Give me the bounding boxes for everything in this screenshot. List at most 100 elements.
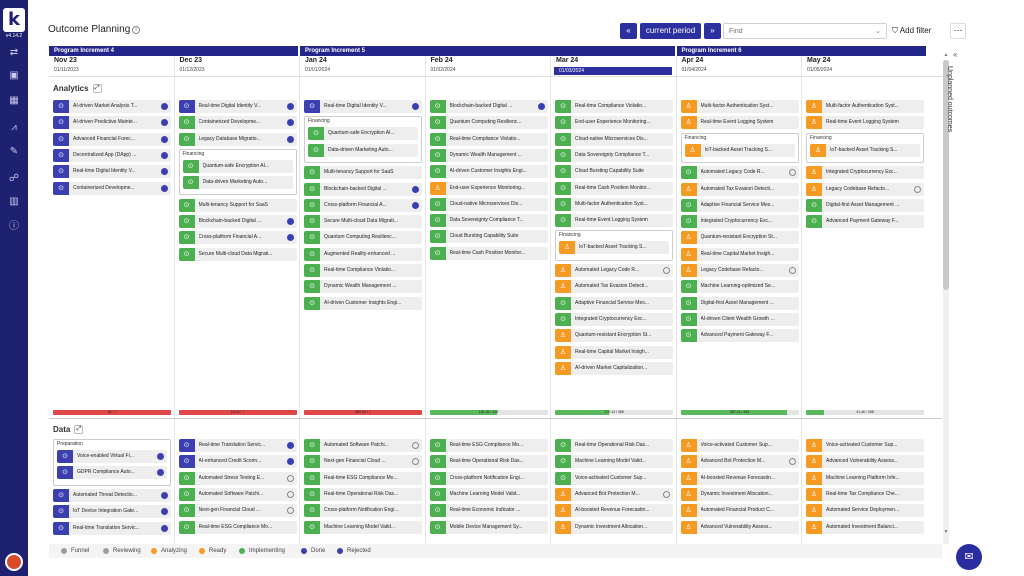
feature-card[interactable]: ♙ Real-time Event Logging System <box>680 116 799 130</box>
feature-card[interactable]: ⊙ Cloud-native Microservices Dis... <box>555 132 673 146</box>
feature-card[interactable]: ⊙ AI-driven Client Wealth Growth ... <box>680 312 799 326</box>
feature-card[interactable]: ⊙ Automated Software Patchi... <box>178 487 297 501</box>
puzzle-icon[interactable]: ✎ <box>9 146 19 157</box>
feature-card[interactable]: ♙ Real-time Event Logging System <box>806 116 924 130</box>
feature-card[interactable]: ⊙ Containerized Developme... <box>53 181 171 195</box>
feature-card[interactable]: ⊙ IoT Device Integration Gate... <box>53 505 171 519</box>
feature-card[interactable]: ⊙ Decentralized App (DApp) ... <box>53 148 171 162</box>
calendar-icon[interactable]: ▦ <box>9 95 19 106</box>
feature-card[interactable]: ♙ Advanced Bot Protection M... <box>680 455 799 469</box>
feature-card[interactable]: ⊙ Integrated Cryptocurrency Exc... <box>680 215 799 229</box>
feature-card[interactable]: ⊙ Adaptive Financial Service Mes... <box>680 198 799 212</box>
feature-card[interactable]: ⊙ AI-driven Predictive Mainte... <box>53 116 171 130</box>
feature-card[interactable]: ⊙ Quantum Computing Resilienc... <box>429 116 548 130</box>
feature-card[interactable]: ⊙ Cloud Bursting Capability Suite <box>429 230 548 244</box>
feature-card[interactable]: ⊙ Data-driven Marketing Auto... <box>182 176 293 190</box>
feature-card[interactable]: ⊙ Digital-first Asset Management ... <box>680 296 799 310</box>
feature-card[interactable]: ⊙ Real-time Digital Identity V... <box>178 100 297 113</box>
feature-card[interactable]: ⊙ AI-driven Customer Insights Engi... <box>304 296 422 310</box>
feature-card[interactable]: ♙ Advanced Vulnerability Assess... <box>680 520 799 534</box>
feature-card[interactable]: ♙ Real-time Capital Market Insigh... <box>555 345 673 359</box>
feature-card[interactable]: ♙ AI-boosted Revenue Forecastin... <box>680 471 799 485</box>
feature-card[interactable]: ⊙ Machine Learning-optimized Se... <box>680 280 799 294</box>
feature-card[interactable]: ⊙ Voice-activated Customer Sup... <box>555 471 673 485</box>
feature-card[interactable]: ♙ Quantum-resistant Encryption St... <box>555 329 673 343</box>
people-icon[interactable]: ☍ <box>8 173 20 184</box>
feature-card[interactable]: ⊙ AI-driven Market Analysis T... <box>53 100 171 113</box>
expand-icon[interactable]: ⤢ <box>74 425 84 435</box>
expand-icon[interactable]: ⤢ <box>92 84 102 94</box>
current-period-button[interactable]: current period <box>640 23 701 39</box>
search-input[interactable] <box>723 23 887 39</box>
feature-card[interactable]: ⊙ Multi-tenancy Support for SaaS <box>178 198 297 212</box>
feature-card[interactable]: ♙ AI-boosted Revenue Forecastin... <box>555 504 673 518</box>
feature-card[interactable]: ⊙ Legacy Database Migratio... <box>178 132 297 146</box>
feature-card[interactable]: ⊙ Real-time Economic Indicator ... <box>429 504 548 518</box>
more-options-button[interactable]: ··· <box>950 23 966 39</box>
scroll-down-arrow[interactable]: ▼ <box>943 529 949 535</box>
feature-card[interactable]: ♙ Automated Service Deploymen... <box>806 504 924 518</box>
feature-card[interactable]: ♙ Legacy Codebase Refacto... <box>680 264 799 277</box>
feature-card[interactable]: ⊙ Containerized Developme... <box>178 116 297 130</box>
feature-card[interactable]: ⊙ Real-time Compliance Violatio... <box>304 264 422 277</box>
scrollbar-thumb[interactable] <box>943 60 949 290</box>
feature-card[interactable]: ♙ End-user Experience Monitoring... <box>429 181 548 195</box>
feature-card[interactable]: ⊙ Cloud Bursting Capability Suite <box>555 165 673 179</box>
feature-card[interactable]: ⊙ Mobile Device Management Sy... <box>429 520 548 534</box>
feature-card[interactable]: ⊙ Data-driven Marketing Auto... <box>308 143 418 157</box>
feature-card[interactable]: ♙ Automated Investment Balanci... <box>806 520 924 534</box>
info-icon[interactable]: ⓘ <box>9 221 19 232</box>
feature-card[interactable]: ⊙ Digital-first Asset Management ... <box>806 198 924 212</box>
feature-card[interactable]: ♙ IoT-backed Asset Tracking S... <box>684 143 795 157</box>
avatar[interactable] <box>5 553 23 571</box>
feature-card[interactable]: ⊙ Dynamic Wealth Management ... <box>304 280 422 294</box>
feature-card[interactable]: ⊙ Real-time Operational Risk Das... <box>555 439 673 452</box>
feature-card[interactable]: ⊙ Next-gen Financial Cloud ... <box>178 504 297 518</box>
feature-card[interactable]: ♙ Dynamic Investment Allocation... <box>680 487 799 501</box>
feature-card[interactable]: ⊙ Real-time Digital Identity V... <box>53 165 171 179</box>
feature-card[interactable]: ⊙ Machine Learning Model Valid... <box>429 487 548 501</box>
feature-card[interactable]: ⊙ AI-enhanced Credit Scorin... <box>178 455 297 469</box>
expand-panel-icon[interactable]: « <box>953 50 958 59</box>
feature-card[interactable]: ⊙ Voice-enabled Virtual Fi... <box>57 450 167 463</box>
feature-card[interactable]: ⊙ Advanced Payment Gateway F... <box>806 215 924 229</box>
feature-card[interactable]: ⊙ Cloud-native Microservices Dis... <box>429 197 548 211</box>
prev-period-button[interactable]: « <box>620 23 637 39</box>
feature-card[interactable]: ♙ Dynamic Investment Allocation... <box>555 520 673 534</box>
vertical-scrollbar[interactable] <box>943 60 949 544</box>
unplanned-outcomes-panel[interactable]: « Unplanned outcomes <box>942 50 972 180</box>
feature-card[interactable]: ⊙ Real-time Operational Risk Das... <box>429 455 548 469</box>
feature-card[interactable]: ⊙ Advanced Financial Forec... <box>53 132 171 146</box>
feature-card[interactable]: ♙ Integrated Cryptocurrency Exc... <box>806 166 924 180</box>
feature-card[interactable]: ⊙ Blockchain-backed Digital ... <box>178 215 297 229</box>
feature-card[interactable]: ⊙ Cross-platform Notification Engi... <box>304 504 422 518</box>
feature-card[interactable]: ⊙ Quantum Computing Resilienc... <box>304 231 422 245</box>
feature-card[interactable]: ⊙ Multi-tenancy Support for SaaS <box>304 166 422 180</box>
feature-card[interactable]: ⊙ Real-time Cash Position Monitor... <box>429 246 548 260</box>
feature-card[interactable]: ⊙ Cross-platform Notification Engi... <box>429 471 548 485</box>
feature-card[interactable]: ⊙ Real-time ESG Compliance Mo... <box>429 439 548 452</box>
feature-card[interactable]: ⊙ Real-time Translation Servic... <box>53 521 171 535</box>
feature-card[interactable]: ⊙ Advanced Payment Gateway F... <box>680 329 799 343</box>
feature-card[interactable]: ♙ Advanced Vulnerability Assess... <box>806 455 924 469</box>
feature-card[interactable]: ♙ Voice-activated Customer Sup... <box>806 439 924 452</box>
add-filter-button[interactable]: ⛉ Add filter <box>892 26 932 35</box>
feature-card[interactable]: ⊙ Real-time Operational Risk Das... <box>304 487 422 501</box>
feature-card[interactable]: ⊙ Automated Stress Testing E... <box>178 471 297 485</box>
feature-card[interactable]: ⊙ Augmented Reality-enhanced ... <box>304 247 422 261</box>
feature-card[interactable]: ♙ Multi-factor Authentication Syst... <box>806 100 924 113</box>
feature-card[interactable]: ♙ AI-driven Market Capitalization... <box>555 361 673 375</box>
feature-card[interactable]: ⊙ Real-time ESG Compliance Mo... <box>178 520 297 534</box>
feature-card[interactable]: ♙ Automated Financial Product C... <box>680 504 799 518</box>
feature-card[interactable]: ⊙ GDPR Compliance Auto... <box>57 466 167 480</box>
feature-card[interactable]: ⊙ AI-driven Customer Insights Engi... <box>429 165 548 179</box>
feature-card[interactable]: ⊙ Real-time Compliance Violatio... <box>429 132 548 146</box>
feature-card[interactable]: ♙ Multi-factor Authentication Syst... <box>680 100 799 113</box>
feature-card[interactable]: ⊙ Blockchain-backed Digital ... <box>429 100 548 113</box>
feature-card[interactable]: ⊙ Real-time Digital Identity V... <box>304 100 422 113</box>
feature-card[interactable]: ⊙ Cross-platform Financial A... <box>304 198 422 212</box>
feature-card[interactable]: ⊙ Multi-factor Authentication Syst... <box>555 197 673 211</box>
feature-card[interactable]: ⊙ Cross-platform Financial A... <box>178 231 297 245</box>
feature-card[interactable]: ⊙ Quantum-safe Encryption AI... <box>308 127 418 141</box>
app-logo[interactable]: k <box>3 8 25 32</box>
